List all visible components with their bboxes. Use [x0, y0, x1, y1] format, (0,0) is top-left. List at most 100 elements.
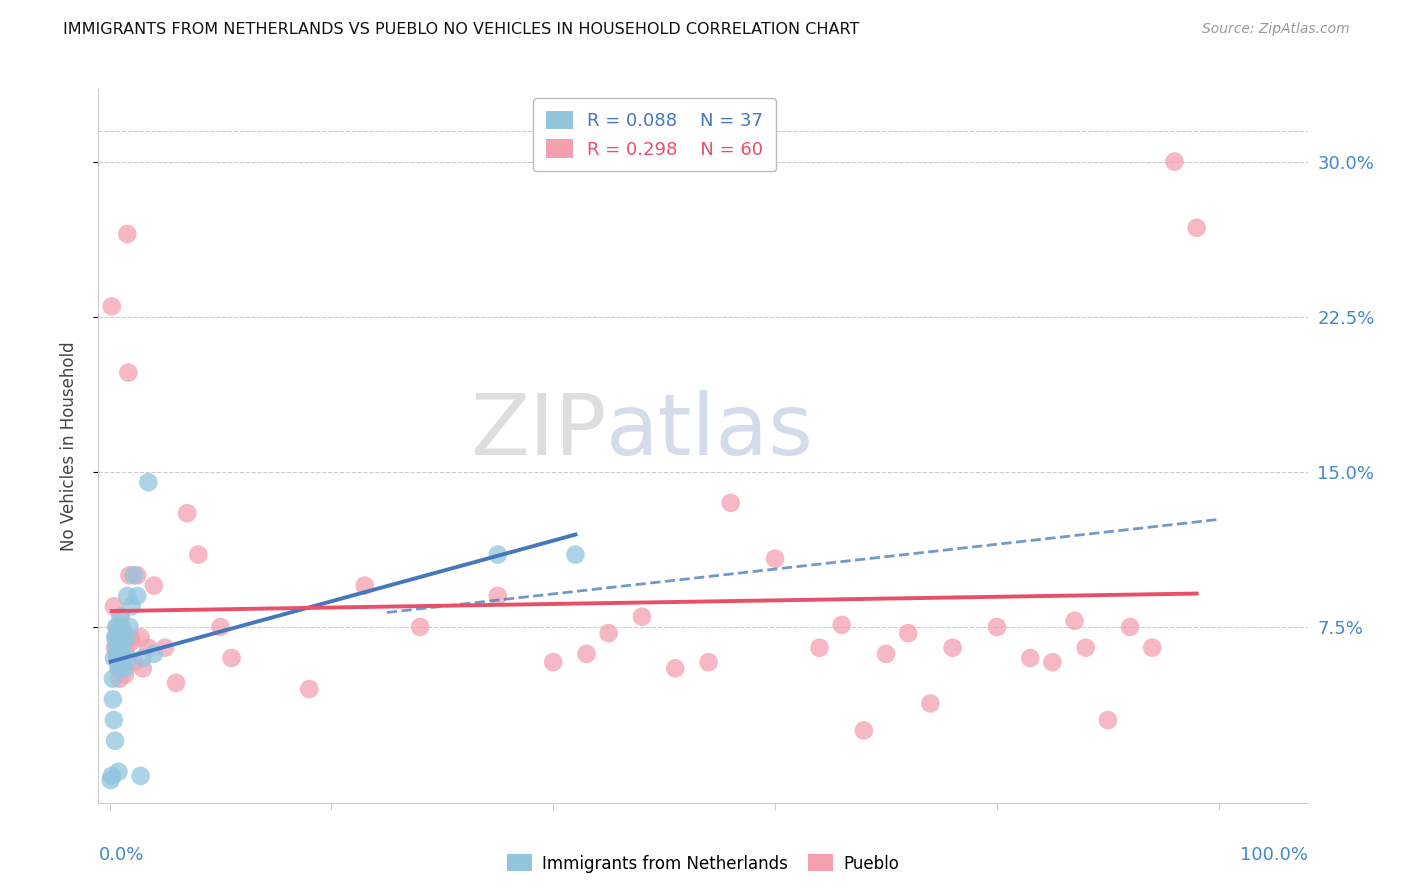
Legend: Immigrants from Netherlands, Pueblo: Immigrants from Netherlands, Pueblo	[501, 847, 905, 880]
Point	[105, 630, 128, 644]
Point	[117, 589, 139, 603]
Point	[132, 651, 155, 665]
Point	[541, 655, 564, 669]
Point	[808, 640, 831, 655]
Point	[129, 769, 152, 783]
Point	[942, 640, 965, 655]
Point	[104, 733, 127, 747]
Point	[1097, 713, 1119, 727]
Point	[209, 620, 232, 634]
Point	[101, 672, 124, 686]
Point	[1142, 640, 1164, 655]
Point	[120, 630, 142, 644]
Point	[298, 681, 321, 696]
Point	[1163, 154, 1185, 169]
Point	[720, 496, 742, 510]
Point	[118, 568, 141, 582]
Point	[897, 626, 920, 640]
Point	[100, 769, 122, 783]
Point	[105, 620, 128, 634]
Point	[117, 651, 139, 665]
Point	[763, 551, 786, 566]
Point	[486, 589, 509, 603]
Text: IMMIGRANTS FROM NETHERLANDS VS PUEBLO NO VEHICLES IN HOUSEHOLD CORRELATION CHART: IMMIGRANTS FROM NETHERLANDS VS PUEBLO NO…	[63, 22, 859, 37]
Point	[114, 667, 136, 681]
Point	[111, 647, 134, 661]
Text: 0.0%: 0.0%	[98, 846, 143, 863]
Point	[852, 723, 875, 738]
Legend: R = 0.088    N = 37, R = 0.298    N = 60: R = 0.088 N = 37, R = 0.298 N = 60	[533, 98, 776, 171]
Point	[127, 589, 149, 603]
Point	[138, 475, 160, 490]
Point	[1185, 220, 1208, 235]
Point	[875, 647, 897, 661]
Point	[221, 651, 243, 665]
Point	[114, 661, 136, 675]
Point	[353, 579, 375, 593]
Point	[142, 647, 165, 661]
Point	[117, 227, 139, 241]
Point	[100, 299, 122, 313]
Point	[115, 640, 138, 655]
Point	[920, 697, 942, 711]
Point	[831, 618, 853, 632]
Point	[409, 620, 432, 634]
Point	[100, 772, 122, 787]
Point	[107, 626, 129, 640]
Point	[110, 630, 132, 644]
Point	[101, 692, 124, 706]
Point	[110, 609, 132, 624]
Point	[564, 548, 586, 562]
Point	[105, 651, 128, 665]
Point	[153, 640, 176, 655]
Point	[105, 651, 128, 665]
Point	[112, 626, 135, 640]
Point	[111, 651, 134, 665]
Point	[108, 672, 131, 686]
Point	[138, 640, 160, 655]
Point	[108, 661, 131, 675]
Point	[110, 609, 132, 624]
Point	[664, 661, 686, 675]
Point	[115, 630, 138, 644]
Text: ZIP: ZIP	[470, 390, 606, 474]
Point	[122, 655, 145, 669]
Point	[1063, 614, 1085, 628]
Point	[132, 661, 155, 675]
Point	[122, 568, 145, 582]
Point	[631, 609, 654, 624]
Point	[104, 640, 127, 655]
Point	[112, 634, 135, 648]
Text: atlas: atlas	[606, 390, 814, 474]
Point	[105, 634, 128, 648]
Y-axis label: No Vehicles in Household: No Vehicles in Household	[59, 341, 77, 551]
Point	[108, 640, 131, 655]
Point	[121, 634, 143, 648]
Point	[697, 655, 720, 669]
Text: Source: ZipAtlas.com: Source: ZipAtlas.com	[1202, 22, 1350, 37]
Point	[111, 634, 134, 648]
Point	[129, 630, 152, 644]
Point	[142, 579, 165, 593]
Point	[105, 620, 128, 634]
Point	[1019, 651, 1042, 665]
Point	[598, 626, 620, 640]
Point	[111, 620, 134, 634]
Point	[1119, 620, 1142, 634]
Point	[107, 661, 129, 675]
Point	[176, 506, 198, 520]
Point	[1074, 640, 1097, 655]
Point	[127, 568, 149, 582]
Point	[187, 548, 209, 562]
Point	[121, 599, 143, 614]
Point	[103, 651, 125, 665]
Point	[118, 620, 141, 634]
Point	[117, 366, 139, 380]
Point	[107, 764, 129, 779]
Point	[107, 655, 129, 669]
Point	[105, 640, 128, 655]
Point	[104, 630, 127, 644]
Point	[1042, 655, 1064, 669]
Point	[986, 620, 1008, 634]
Point	[165, 676, 187, 690]
